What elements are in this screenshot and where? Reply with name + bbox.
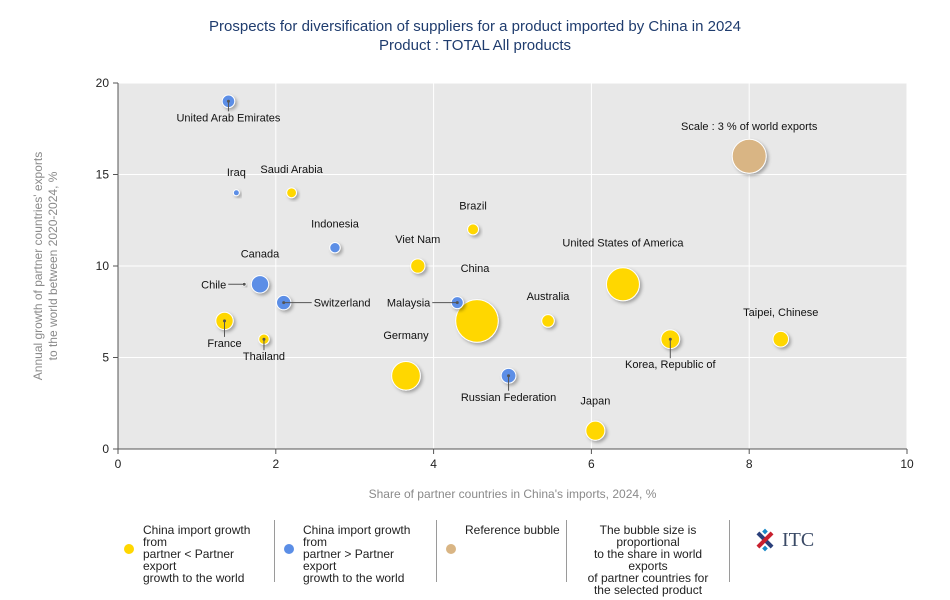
bubble-label: Iraq (227, 167, 246, 179)
bubble-japan (585, 420, 606, 441)
bubble-label: Australia (527, 291, 571, 303)
bubble-label: Korea, Republic of (625, 359, 716, 371)
leader-dot (455, 301, 459, 305)
bubble-canada (250, 275, 270, 294)
bubble-united-states-of-america (605, 267, 640, 302)
legend: China import growth from partner < Partn… (115, 520, 730, 596)
y-tick-label: 10 (96, 259, 110, 273)
bubble-saudi-arabia (286, 187, 297, 199)
bubble-china (455, 299, 499, 343)
legend-note-line1: The bubble size is proportional (599, 523, 697, 549)
legend-note-line3: of partner countries for (587, 571, 709, 585)
legend-blue-line1: China import growth from (303, 523, 411, 549)
leader-dot (282, 301, 286, 305)
x-axis-title: Share of partner countries in China's im… (369, 487, 657, 501)
bubble-label: Chile (201, 279, 226, 291)
leader-dot (226, 99, 230, 103)
x-tick-label: 8 (746, 457, 753, 471)
bubble-label: Japan (580, 396, 610, 408)
chart-subtitle: Product : TOTAL All products (378, 37, 572, 54)
itc-logo: ITC (752, 527, 814, 553)
reference-bubble-label: Scale : 3 % of world exports (681, 121, 818, 133)
chart-title: Prospects for diversification of supplie… (209, 18, 741, 35)
bubble-label: Switzerland (314, 298, 371, 310)
legend-yellow-line1: China import growth from (143, 523, 251, 549)
bubble-indonesia (329, 241, 341, 254)
bubble-label: Canada (241, 248, 280, 260)
reference-bubble (731, 138, 767, 174)
itc-logo-icon (756, 528, 774, 552)
legend-reference-label: Reference bubble (465, 523, 560, 537)
bubble-brazil (467, 223, 480, 236)
y-axis-title-line: Annual growth of partner countries' expo… (31, 152, 45, 380)
y-tick-label: 0 (102, 442, 109, 456)
legend-item-reference: Reference bubble (437, 520, 567, 582)
legend-size-note: The bubble size is proportional to the s… (567, 520, 730, 596)
legend-yellow-line3: growth to the world (143, 571, 245, 585)
legend-item-yellow: China import growth from partner < Partn… (115, 520, 275, 585)
legend-yellow-dot (124, 544, 134, 554)
bubble-label: Malaysia (387, 298, 431, 310)
itc-logo-text: ITC (782, 528, 815, 551)
bubble-australia (541, 314, 555, 328)
bubble-viet-nam (410, 258, 426, 274)
y-tick-label: 20 (96, 76, 110, 90)
bubble-label: United States of America (562, 237, 684, 249)
bubble-chart: 0 2 4 6 8 10 0 5 10 15 20 Share of partner countrie… (31, 76, 914, 501)
y-axis-title: Annual growth of partner countries' expo… (31, 152, 60, 380)
y-tick-label: 5 (102, 351, 109, 365)
legend-yellow-line2: partner < Partner export (143, 547, 235, 573)
bubble-label: Taipei, Chinese (743, 307, 818, 319)
bubble-label: Viet Nam (395, 234, 440, 246)
x-tick-label: 2 (272, 457, 279, 471)
bubble-iraq (232, 189, 240, 197)
bubble-label: Saudi Arabia (260, 164, 323, 176)
leader-dot (262, 337, 266, 341)
bubble-label: Germany (383, 330, 429, 342)
x-tick-label: 6 (588, 457, 595, 471)
bubble-label: China (461, 263, 491, 275)
x-tick-label: 4 (430, 457, 437, 471)
leader-dot (507, 374, 511, 378)
legend-blue-line3: growth to the world (303, 571, 405, 585)
legend-note-line4: the selected product (593, 583, 703, 597)
bubble-label: Indonesia (311, 219, 360, 231)
x-tick-label: 10 (900, 457, 914, 471)
legend-blue-line2: partner > Partner export (303, 547, 395, 573)
leader-dot (242, 282, 246, 286)
bubble-label: United Arab Emirates (176, 112, 280, 124)
bubble-label: France (207, 338, 241, 350)
leader-dot (223, 319, 227, 323)
bubble-label: Russian Federation (461, 392, 556, 404)
legend-reference-dot (446, 544, 456, 554)
bubble-germany (391, 360, 421, 391)
y-tick-label: 15 (96, 168, 110, 182)
bubble-taipei-chinese (772, 330, 790, 348)
y-axis-title-line: to the world between 2020-2024, % (46, 171, 60, 360)
bubble-label: Brazil (459, 200, 487, 212)
legend-item-blue: China import growth from partner > Partn… (275, 520, 437, 585)
leader-dot (668, 337, 672, 341)
legend-note-line2: to the share in world exports (593, 547, 703, 573)
x-tick-label: 0 (115, 457, 122, 471)
legend-blue-dot (284, 544, 294, 554)
bubble-label: Thailand (243, 351, 285, 363)
